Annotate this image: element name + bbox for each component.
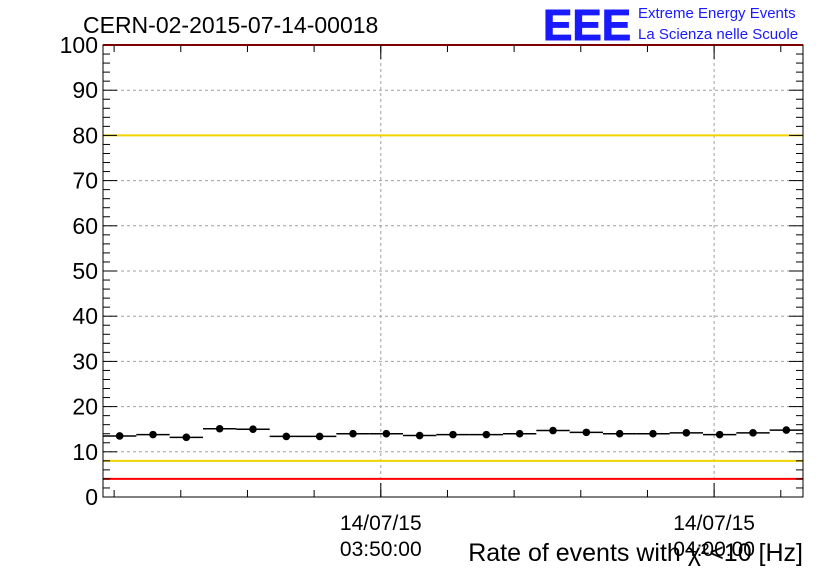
data-point — [349, 429, 357, 438]
data-point — [549, 426, 557, 435]
logo-text: EEE — [543, 1, 631, 50]
data-point — [615, 429, 624, 438]
grid — [103, 45, 803, 497]
run-title: CERN-02-2015-07-14-00018 — [83, 12, 378, 38]
data-series — [103, 424, 803, 442]
y-tick-label: 20 — [72, 394, 98, 420]
data-point — [682, 429, 691, 437]
axis-ticks — [103, 44, 803, 498]
y-tick-label: 90 — [72, 77, 98, 103]
y-tick-label: 80 — [72, 122, 98, 148]
data-point — [782, 426, 791, 434]
y-tick-label: 10 — [72, 439, 98, 465]
y-tick-labels: 0 10 20 30 40 50 60 70 80 90 100 — [60, 32, 98, 510]
x-tick-time: 04:00:00 — [673, 538, 755, 561]
x-tick-date: 14/07/15 — [340, 512, 422, 535]
y-tick-label: 0 — [85, 484, 98, 510]
threshold-lines — [103, 44, 803, 480]
y-tick-label: 70 — [72, 168, 98, 194]
y-tick-label: 40 — [72, 303, 98, 329]
data-point — [482, 430, 491, 439]
data-point — [415, 431, 424, 440]
y-tick-label: 30 — [72, 348, 98, 374]
x-tick-date: 14/07/15 — [673, 512, 755, 535]
x-axis-title: Rate of events with χ²<10 [Hz] — [468, 539, 803, 567]
data-point — [115, 432, 124, 440]
data-point — [215, 424, 224, 433]
logo-line-1: Extreme Energy Events — [638, 5, 796, 22]
y-tick-label: 100 — [60, 32, 98, 58]
data-point — [315, 432, 324, 441]
data-point — [282, 432, 291, 441]
data-point — [449, 430, 457, 439]
logo-line-2: La Scienza nelle Scuole — [638, 26, 798, 43]
x-tick-time: 03:50:00 — [340, 538, 422, 561]
eee-logo: EEE Extreme Energy Events La Scienza nel… — [543, 1, 799, 51]
data-point — [582, 428, 591, 437]
data-point — [515, 429, 524, 438]
data-point — [149, 430, 157, 439]
data-point — [649, 429, 657, 438]
data-point — [715, 430, 724, 439]
data-point — [182, 433, 191, 442]
y-tick-label: 50 — [72, 258, 98, 284]
data-point — [382, 429, 391, 438]
data-point — [249, 425, 257, 434]
y-tick-label: 60 — [72, 213, 98, 239]
x-tick-labels: 14/07/15 03:50:00 14/07/15 04:00:00 — [340, 512, 755, 561]
data-point — [749, 429, 757, 437]
